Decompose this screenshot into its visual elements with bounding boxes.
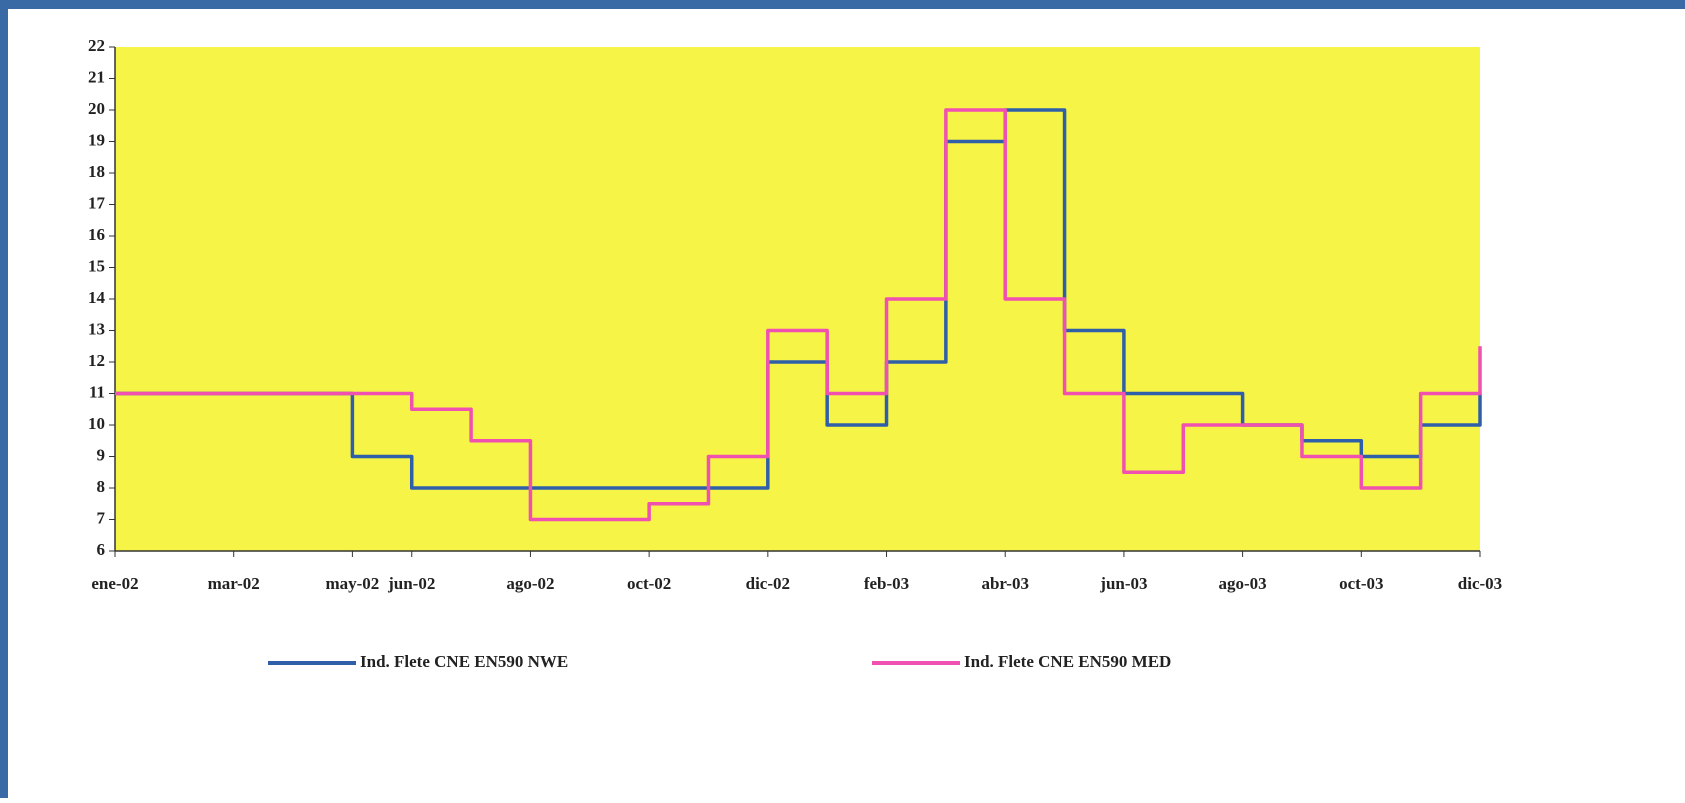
y-tick-label: 21 (88, 67, 105, 86)
frame-left (0, 0, 8, 798)
y-tick-label: 14 (88, 288, 106, 307)
x-tick-label: jun-03 (1099, 574, 1147, 593)
y-tick-label: 10 (88, 414, 105, 433)
x-tick-label: oct-02 (627, 574, 671, 593)
x-tick-label: may-02 (325, 574, 379, 593)
y-tick-label: 7 (97, 508, 106, 527)
y-tick-label: 11 (89, 382, 105, 401)
y-tick-label: 19 (88, 130, 105, 149)
series-line (115, 108, 1482, 522)
x-tick-label: ago-03 (1219, 574, 1267, 593)
x-tick-label: ene-02 (91, 574, 138, 593)
x-tick-label: mar-02 (208, 574, 260, 593)
legend-label: Ind. Flete CNE EN590 MED (964, 652, 1171, 671)
y-tick-label: 20 (88, 99, 105, 118)
y-tick-label: 6 (97, 540, 106, 559)
plot-area (115, 47, 1480, 551)
y-tick-label: 8 (97, 477, 106, 496)
y-tick-label: 15 (88, 256, 105, 275)
y-tick-label: 22 (88, 36, 105, 55)
y-tick-label: 13 (88, 319, 105, 338)
x-tick-label: dic-03 (1458, 574, 1502, 593)
x-tick-label: abr-03 (981, 574, 1029, 593)
x-tick-label: dic-02 (746, 574, 790, 593)
y-tick-label: 17 (88, 193, 106, 212)
y-tick-label: 18 (88, 162, 105, 181)
frame-top (0, 0, 1685, 9)
x-tick-label: ago-02 (506, 574, 554, 593)
y-tick-label: 9 (97, 445, 106, 464)
y-tick-label: 16 (88, 225, 105, 244)
legend-label: Ind. Flete CNE EN590 NWE (360, 652, 568, 671)
y-tick-label: 12 (88, 351, 105, 370)
x-tick-label: jun-02 (387, 574, 435, 593)
x-tick-label: feb-03 (864, 574, 909, 593)
x-tick-label: oct-03 (1339, 574, 1383, 593)
